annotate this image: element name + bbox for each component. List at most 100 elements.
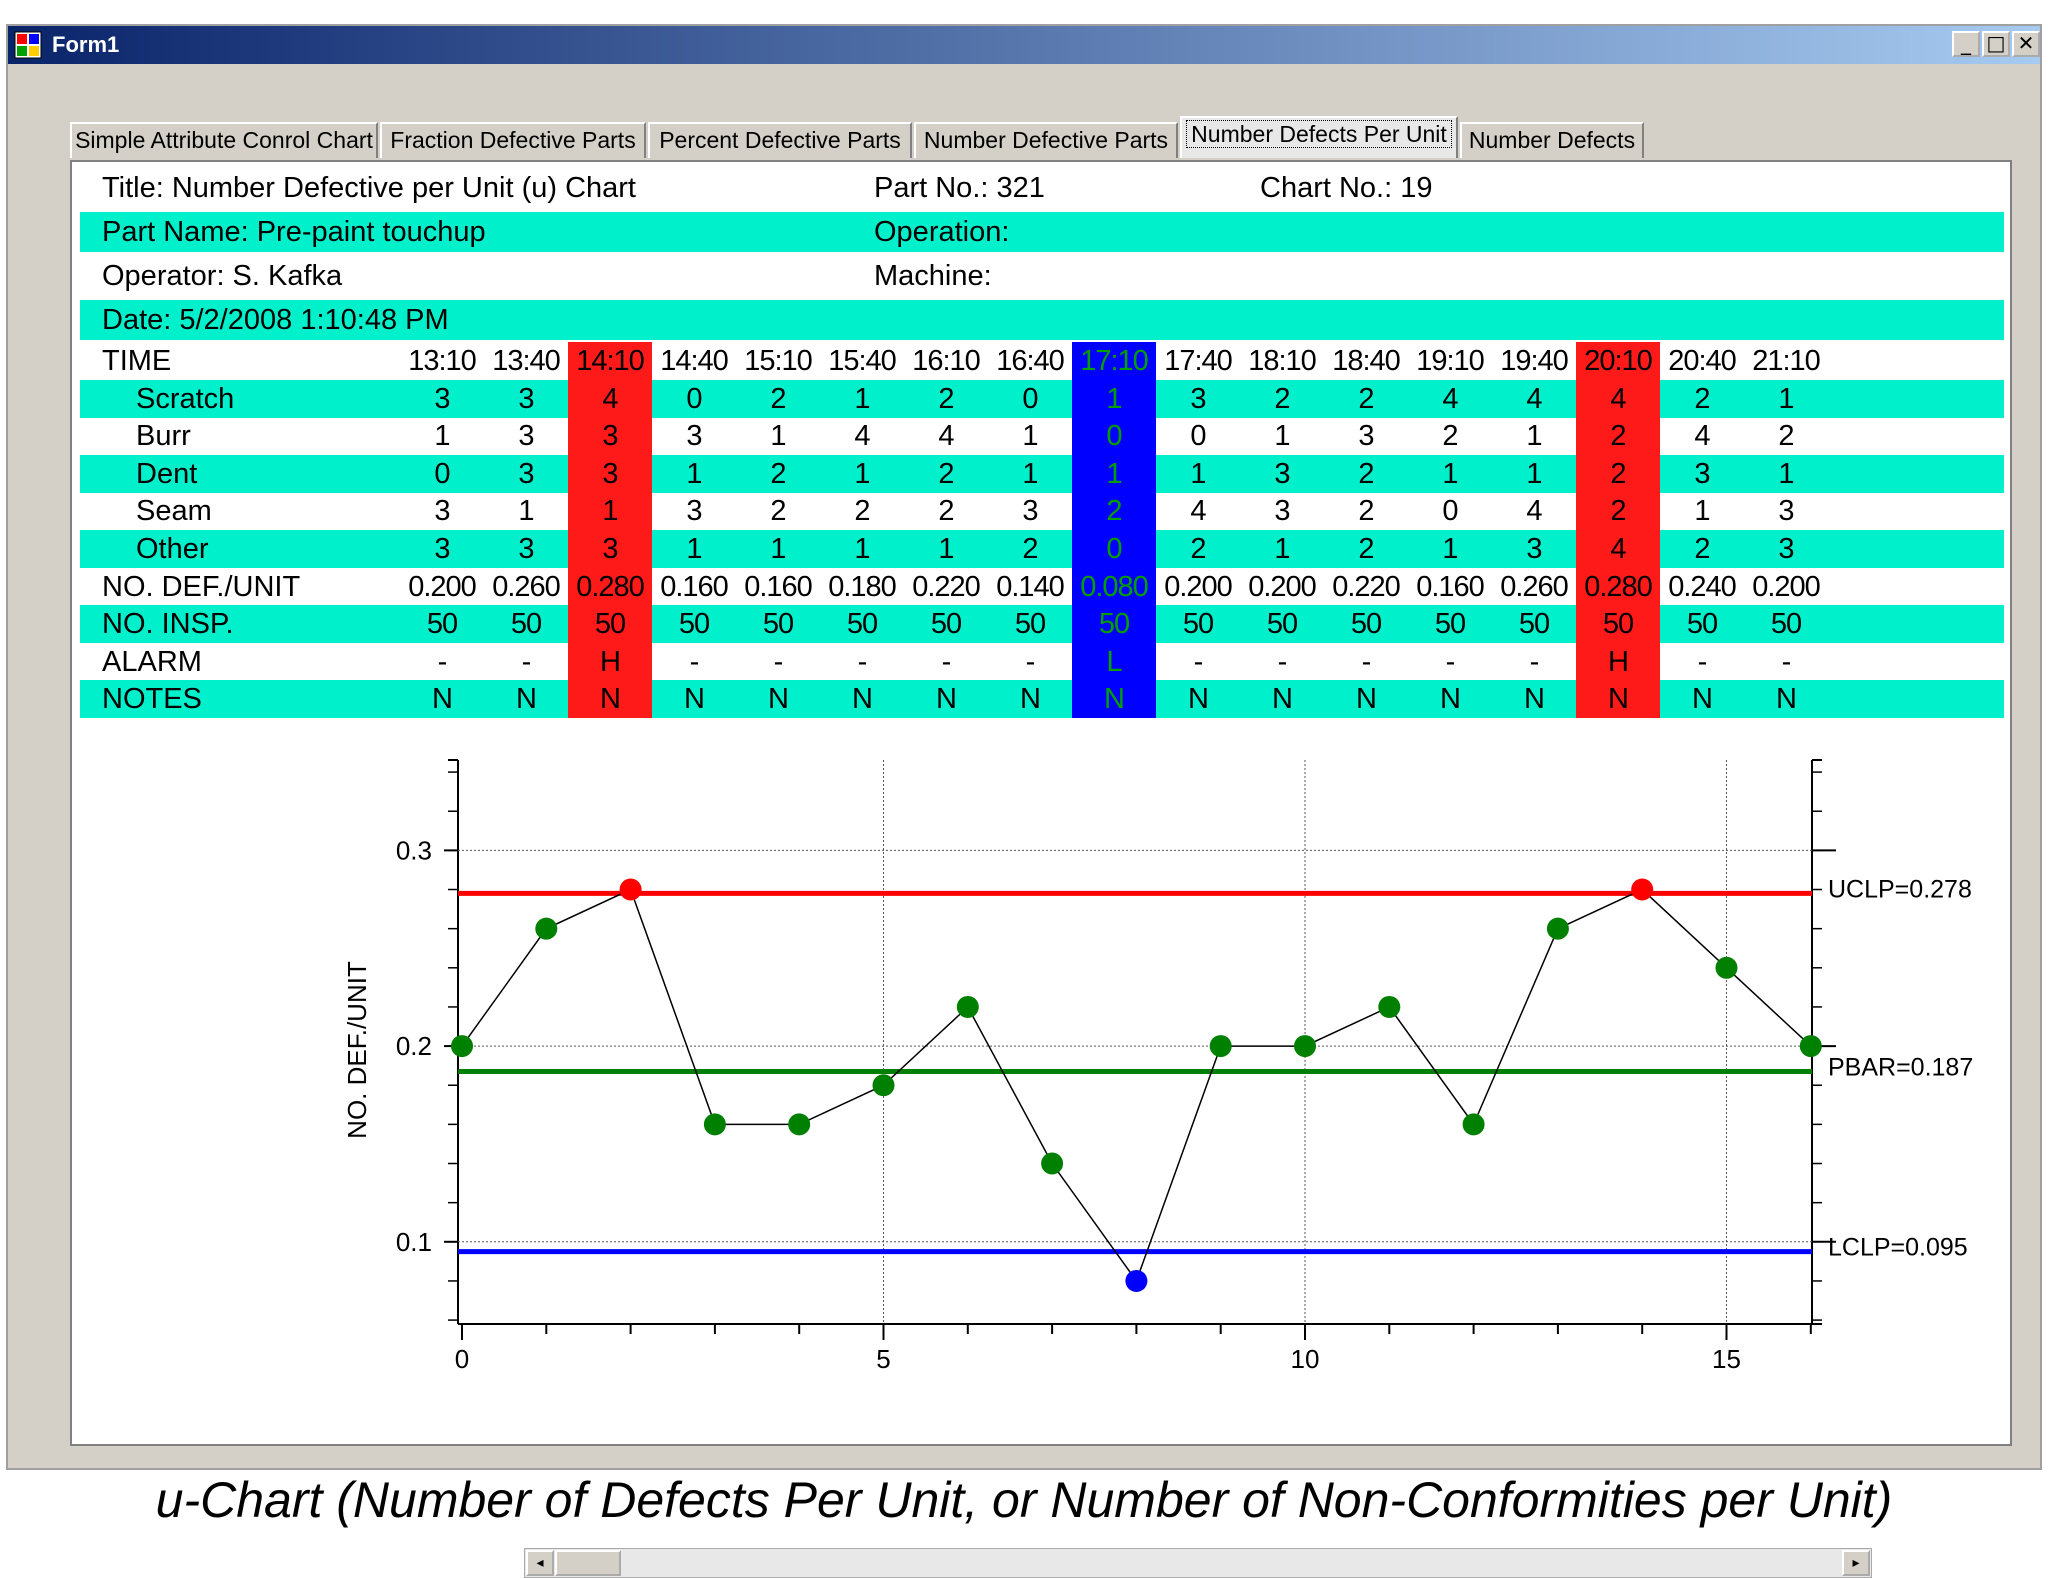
cell-def-unit-8: 0.080 (1072, 567, 1156, 606)
minimize-button[interactable]: _ (1952, 31, 1980, 57)
scroll-right-arrow-icon[interactable]: ▸ (1842, 1550, 1870, 1576)
cell-defect-dent-3: 1 (686, 457, 702, 490)
cell-alarm-7: - (1025, 645, 1036, 678)
cell-defect-burr-5: 4 (854, 420, 870, 453)
cell-time-13: 19:40 (1500, 345, 1569, 377)
scroll-left-arrow-icon[interactable]: ◂ (526, 1550, 554, 1576)
cell-notes-14: N (1576, 680, 1660, 719)
x-tick-label: 10 (1291, 1344, 1320, 1374)
row-label-alarm: ALARM (102, 645, 202, 678)
row-defect-other: Other 3 3 3 1 1 1 1 2 0 2 1 2 1 3 4 2 3 (80, 530, 2004, 568)
cell-defect-scratch-7: 0 (1022, 382, 1038, 415)
maximize-button[interactable]: □ (1982, 31, 2010, 57)
cell-defect-scratch-5: 1 (854, 382, 870, 415)
cell-defect-seam-4: 2 (770, 495, 786, 528)
row-alarm: ALARM - - H - - - - - L - - - - - H - - (80, 642, 2004, 681)
cell-def-unit-4: 0.160 (744, 570, 813, 603)
cell-defect-seam-2: 1 (568, 492, 652, 531)
cell-def-unit-2: 0.280 (568, 567, 652, 606)
data-point (956, 995, 979, 1018)
cell-notes-4: N (768, 683, 789, 716)
cell-time-8: 17:10 (1072, 342, 1156, 380)
data-point (1462, 1113, 1485, 1136)
cell-notes-15: N (1692, 683, 1713, 716)
cell-alarm-5: - (857, 645, 868, 678)
cell-def-unit-1: 0.260 (492, 570, 561, 603)
data-point (1041, 1152, 1064, 1175)
cell-defect-seam-16: 3 (1778, 495, 1794, 528)
cell-alarm-15: - (1697, 645, 1708, 678)
scrollbar-thumb[interactable] (555, 1550, 621, 1576)
close-button[interactable]: ✕ (2012, 31, 2040, 57)
cell-notes-11: N (1356, 683, 1377, 716)
cell-insp-5: 50 (846, 608, 878, 641)
cell-notes-1: N (516, 683, 537, 716)
cell-defect-other-8: 0 (1072, 530, 1156, 568)
cell-defect-other-13: 3 (1526, 533, 1542, 565)
row-defect-scratch: Scratch 3 3 4 0 2 1 2 0 1 3 2 2 4 4 4 2 1 (80, 379, 2004, 418)
cell-defect-other-1: 3 (518, 533, 534, 565)
data-point (1631, 878, 1654, 901)
chart-horizontal-scrollbar[interactable]: ◂ ▸ (524, 1548, 1872, 1578)
row-label-defect-seam: Seam (136, 495, 212, 528)
cell-defect-seam-3: 3 (686, 495, 702, 528)
title-bar[interactable]: Form1 _ □ ✕ (8, 26, 2040, 64)
x-tick-label: 0 (455, 1344, 469, 1374)
cell-alarm-14: H (1576, 642, 1660, 681)
row-defect-burr: Burr 1 3 3 3 1 4 4 1 0 0 1 3 2 1 2 4 2 (80, 417, 2004, 456)
cell-alarm-10: - (1277, 645, 1288, 678)
data-point (619, 878, 642, 901)
cell-time-4: 15:10 (744, 345, 813, 377)
data-point (451, 1035, 473, 1058)
tab-number-defects[interactable]: Number Defects (1460, 122, 1644, 158)
tab-simple-attribute-control-chart[interactable]: Simple Attribute Conrol Chart (70, 122, 378, 158)
cell-defect-dent-1: 3 (518, 457, 534, 490)
cell-def-unit-13: 0.260 (1500, 570, 1569, 603)
limit-label-pbar: PBAR=0.187 (1828, 1054, 1973, 1082)
cell-defect-other-9: 2 (1190, 533, 1206, 565)
cell-time-0: 13:10 (408, 345, 477, 377)
cell-defect-burr-9: 0 (1190, 420, 1206, 453)
data-point (1294, 1035, 1316, 1058)
window-title: Form1 (52, 32, 120, 57)
cell-defect-dent-4: 2 (770, 457, 786, 490)
cell-time-12: 19:10 (1416, 345, 1485, 377)
cell-defect-scratch-12: 4 (1442, 382, 1458, 415)
cell-insp-12: 50 (1434, 608, 1466, 641)
cell-notes-13: N (1524, 683, 1545, 716)
data-point (1125, 1269, 1148, 1292)
cell-defect-scratch-14: 4 (1576, 379, 1660, 418)
tab-number-defective-parts[interactable]: Number Defective Parts (914, 122, 1178, 158)
cell-defect-seam-11: 2 (1358, 495, 1374, 528)
cell-defect-scratch-10: 2 (1274, 382, 1290, 415)
cell-defect-other-3: 1 (686, 533, 702, 565)
cell-defect-burr-12: 2 (1442, 420, 1458, 453)
cell-insp-4: 50 (762, 608, 794, 641)
cell-time-15: 20:40 (1668, 345, 1737, 377)
operator: Operator: S. Kafka (102, 260, 343, 292)
cell-defect-seam-0: 3 (434, 495, 450, 528)
cell-defect-scratch-15: 2 (1694, 382, 1710, 415)
cell-insp-2: 50 (568, 605, 652, 644)
cell-insp-11: 50 (1350, 608, 1382, 641)
cell-def-unit-12: 0.160 (1416, 570, 1485, 603)
machine: Machine: (874, 260, 992, 292)
row-label-notes: NOTES (102, 683, 202, 716)
cell-defect-other-2: 3 (568, 530, 652, 568)
cell-defect-burr-15: 4 (1694, 420, 1710, 453)
tab-number-defects-per-unit[interactable]: Number Defects Per Unit (1180, 116, 1458, 158)
cell-notes-8: N (1072, 680, 1156, 719)
cell-def-unit-6: 0.220 (912, 570, 981, 603)
cell-defect-burr-6: 4 (938, 420, 954, 453)
cell-insp-9: 50 (1182, 608, 1214, 641)
cell-defect-scratch-6: 2 (938, 382, 954, 415)
cell-defect-seam-7: 3 (1022, 495, 1038, 528)
tab-percent-defective-parts[interactable]: Percent Defective Parts (648, 122, 912, 158)
cell-insp-16: 50 (1770, 608, 1802, 641)
cell-defect-seam-13: 4 (1526, 495, 1542, 528)
date: Date: 5/2/2008 1:10:48 PM (102, 304, 449, 336)
data-point (1715, 956, 1738, 979)
tab-fraction-defective-parts[interactable]: Fraction Defective Parts (380, 122, 646, 158)
cell-insp-8: 50 (1072, 605, 1156, 644)
row-def-unit: NO. DEF./UNIT 0.200 0.260 0.280 0.160 0.160 0.… (80, 567, 2004, 606)
